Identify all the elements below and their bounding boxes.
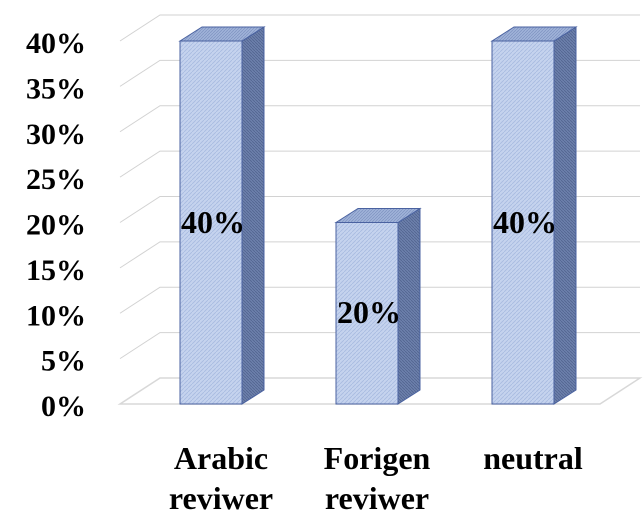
- y-tick-label: 0%: [41, 390, 86, 423]
- y-tick-label: 5%: [41, 345, 86, 378]
- data-label: 40%: [181, 204, 245, 240]
- bar-side: [397, 207, 421, 405]
- bar-front: [179, 40, 243, 405]
- bar-side: [553, 26, 577, 405]
- bar-front: [335, 222, 399, 405]
- gridline: [119, 150, 640, 178]
- x-tick-label: Forigen: [324, 440, 431, 476]
- bar-front: [491, 40, 555, 405]
- y-axis: 0% 5% 10% 15% 20% 25% 30% 35% 40%: [26, 27, 86, 423]
- bar-3: [490, 26, 578, 405]
- gridline: [119, 286, 640, 314]
- gridline: [119, 105, 640, 133]
- x-tick-label: reviwer: [169, 480, 273, 516]
- gridline: [119, 241, 640, 269]
- y-tick-label: 20%: [26, 209, 86, 242]
- gridlines: [119, 14, 640, 360]
- x-axis: Arabic reviwer Forigen reviwer neutral: [169, 440, 583, 516]
- bar-2: [334, 207, 422, 405]
- y-tick-label: 35%: [26, 72, 86, 105]
- y-tick-label: 40%: [26, 27, 86, 60]
- x-tick-label: Arabic: [174, 440, 268, 476]
- gridline: [119, 332, 640, 360]
- x-tick-label: neutral: [483, 440, 583, 476]
- bars: [178, 26, 578, 405]
- data-labels: 40% 20% 40%: [181, 204, 557, 330]
- x-tick-label: reviwer: [325, 480, 429, 516]
- y-tick-label: 30%: [26, 118, 86, 151]
- data-label: 40%: [493, 204, 557, 240]
- y-tick-label: 25%: [26, 163, 86, 196]
- y-tick-label: 10%: [26, 299, 86, 332]
- data-label: 20%: [337, 294, 401, 330]
- y-tick-label: 15%: [26, 254, 86, 287]
- bar-1: [178, 26, 266, 405]
- bar-side: [241, 26, 265, 405]
- gridline: [119, 59, 640, 87]
- gridline: [119, 14, 640, 42]
- gridline: [119, 196, 640, 223]
